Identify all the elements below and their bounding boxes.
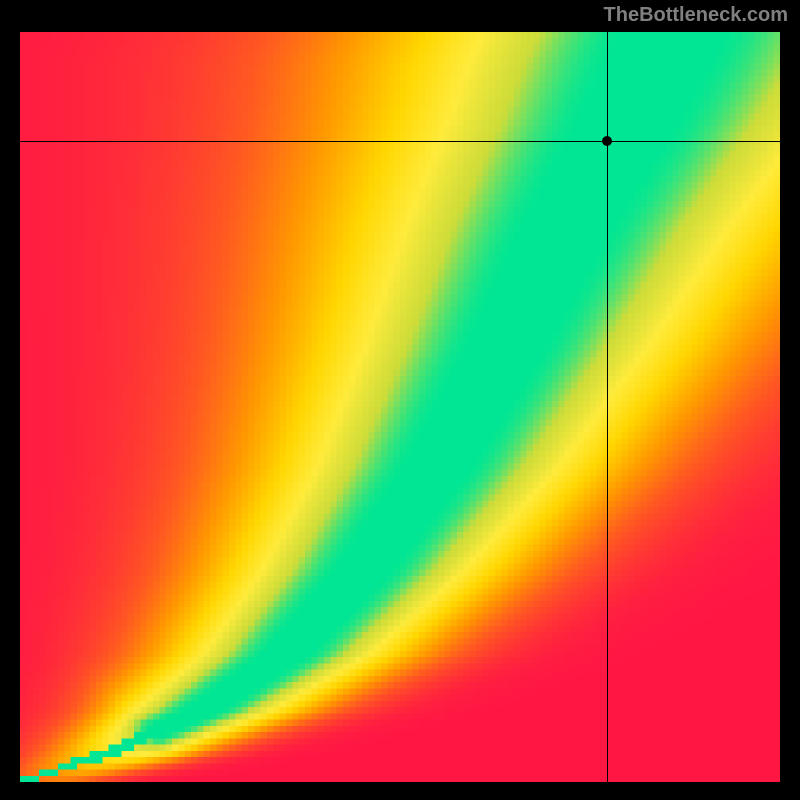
chart-container: TheBottleneck.com: [0, 0, 800, 800]
watermark-text: TheBottleneck.com: [604, 4, 788, 27]
heatmap-canvas: [20, 32, 780, 782]
crosshair-marker: [602, 136, 612, 146]
plot-area: [20, 32, 780, 782]
crosshair-horizontal: [20, 141, 780, 142]
